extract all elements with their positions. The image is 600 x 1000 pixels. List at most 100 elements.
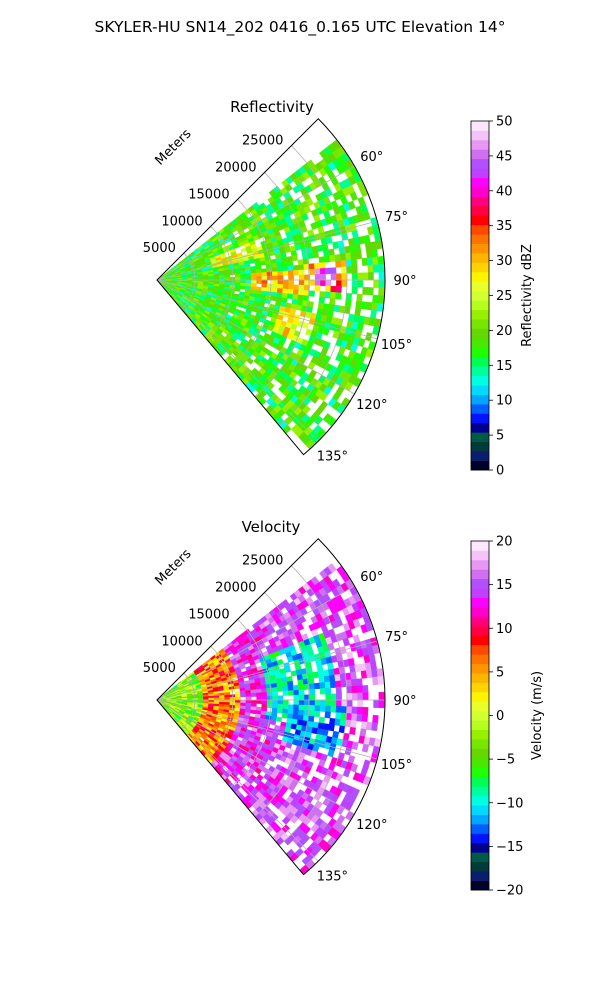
- echo-cell: [260, 684, 267, 690]
- colorbar-tick-label: 5: [496, 429, 504, 444]
- echo-cell: [318, 296, 326, 304]
- echo-cell: [271, 707, 278, 713]
- echo-cell: [340, 679, 347, 688]
- echo-cell: [288, 279, 295, 286]
- colorbar-swatch: [471, 451, 489, 461]
- echo-cell: [373, 232, 382, 242]
- range-tick-label: 5000: [143, 661, 176, 676]
- colorbar-swatch: [471, 578, 489, 589]
- echo-cell: [246, 357, 254, 365]
- echo-cell: [266, 275, 273, 281]
- echo-cell: [266, 703, 273, 709]
- colorbar-swatch: [471, 196, 489, 207]
- echo-cell: [322, 327, 330, 336]
- echo-cell: [351, 279, 358, 288]
- figure-suptitle: SKYLER-HU SN14_202 0416_0.165 UTC Elevat…: [95, 18, 506, 37]
- echo-cell: [318, 676, 326, 684]
- reflectivity-azimuth-ticks: 60° 75° 90° 105° 120° 135°: [317, 150, 417, 464]
- colorbar-swatch: [471, 644, 489, 655]
- echo-cell: [308, 677, 315, 685]
- echo-cell: [271, 267, 278, 273]
- echo-cell: [271, 687, 278, 693]
- echo-cell: [329, 717, 336, 726]
- echo-cell: [325, 285, 332, 293]
- echo-cell: [324, 291, 331, 299]
- echo-cell: [282, 284, 289, 290]
- echo-cell: [371, 722, 378, 732]
- echo-cell: [250, 269, 257, 274]
- echo-cell: [250, 272, 257, 277]
- echo-cell: [287, 704, 294, 710]
- range-ring: [254, 172, 310, 397]
- echo-cell: [264, 298, 272, 305]
- colorbar-swatch: [471, 729, 489, 740]
- colorbar-swatch: [471, 224, 489, 235]
- echo-cell: [286, 713, 294, 720]
- echo-cell: [329, 254, 336, 263]
- echo-cell: [314, 274, 321, 281]
- echo-cell: [245, 689, 252, 695]
- echo-cell: [272, 699, 278, 705]
- sector-outline: [156, 118, 386, 456]
- azimuth-tick-label: 135°: [317, 449, 348, 464]
- velocity-title: Velocity: [242, 518, 301, 536]
- colorbar-tick-label: 40: [496, 184, 513, 199]
- echo-cell: [272, 275, 278, 281]
- echo-cell: [329, 674, 336, 683]
- echo-cell: [319, 262, 326, 269]
- echo-cell: [318, 716, 326, 724]
- colorbar-swatch: [471, 328, 489, 339]
- colorbar-swatch: [471, 394, 489, 405]
- velocity-radial-axis-label: Meters: [153, 546, 195, 588]
- echo-cell: [356, 685, 364, 694]
- echo-cell: [313, 262, 321, 270]
- echo-cell: [354, 307, 362, 317]
- colorbar-swatch: [471, 432, 489, 443]
- colorbar-swatch: [471, 375, 489, 386]
- echo-cell: [234, 279, 241, 284]
- reflectivity-colorbar: 0 5 10 15 20 25 30 35 40 45 50: [470, 115, 513, 479]
- echo-cell: [276, 659, 284, 666]
- echo-cell: [282, 288, 289, 294]
- echo-cell: [319, 705, 326, 713]
- echo-cell: [314, 705, 321, 712]
- range-ring: [278, 565, 348, 846]
- echo-cell: [368, 653, 376, 663]
- azimuth-spoke: [156, 220, 378, 281]
- echo-cell: [323, 255, 331, 263]
- colorbar-swatch: [471, 356, 489, 367]
- echo-cell: [282, 708, 289, 714]
- reflectivity-frame: [156, 118, 386, 456]
- echo-cell: [261, 287, 268, 292]
- echo-cell: [346, 266, 353, 274]
- echo-cell: [342, 768, 351, 778]
- colorbar-swatch: [471, 739, 489, 749]
- velocity-panel: Velocity 5000 10000 15000 20000 25000 60° 75°…: [143, 518, 545, 899]
- colorbar-swatch: [471, 337, 489, 348]
- azimuth-spoke: [156, 585, 355, 701]
- colorbar-swatch: [471, 861, 489, 872]
- echo-cell: [312, 251, 320, 259]
- echo-cell: [256, 276, 263, 281]
- echo-cell: [240, 273, 247, 278]
- range-tick-label: 20000: [215, 161, 256, 176]
- echo-cell: [319, 682, 326, 689]
- echo-cell: [363, 234, 371, 244]
- echo-cell: [373, 738, 382, 748]
- colorbar-swatch: [471, 607, 489, 617]
- echo-cell: [224, 694, 231, 698]
- echo-cell: [341, 279, 348, 287]
- colorbar-swatch: [471, 625, 489, 636]
- echo-cell: [351, 258, 358, 267]
- echo-cell: [293, 284, 300, 291]
- colorbar-swatch: [471, 597, 489, 608]
- echo-cell: [292, 289, 300, 296]
- azimuth-tick-label: 75°: [385, 630, 408, 645]
- echo-cell: [350, 671, 357, 680]
- echo-cell: [313, 682, 321, 690]
- echo-cell: [335, 706, 342, 714]
- echo-cell: [345, 713, 353, 721]
- echo-cell: [367, 264, 374, 273]
- colorbar-swatch: [471, 880, 489, 891]
- echo-cell: [351, 286, 358, 295]
